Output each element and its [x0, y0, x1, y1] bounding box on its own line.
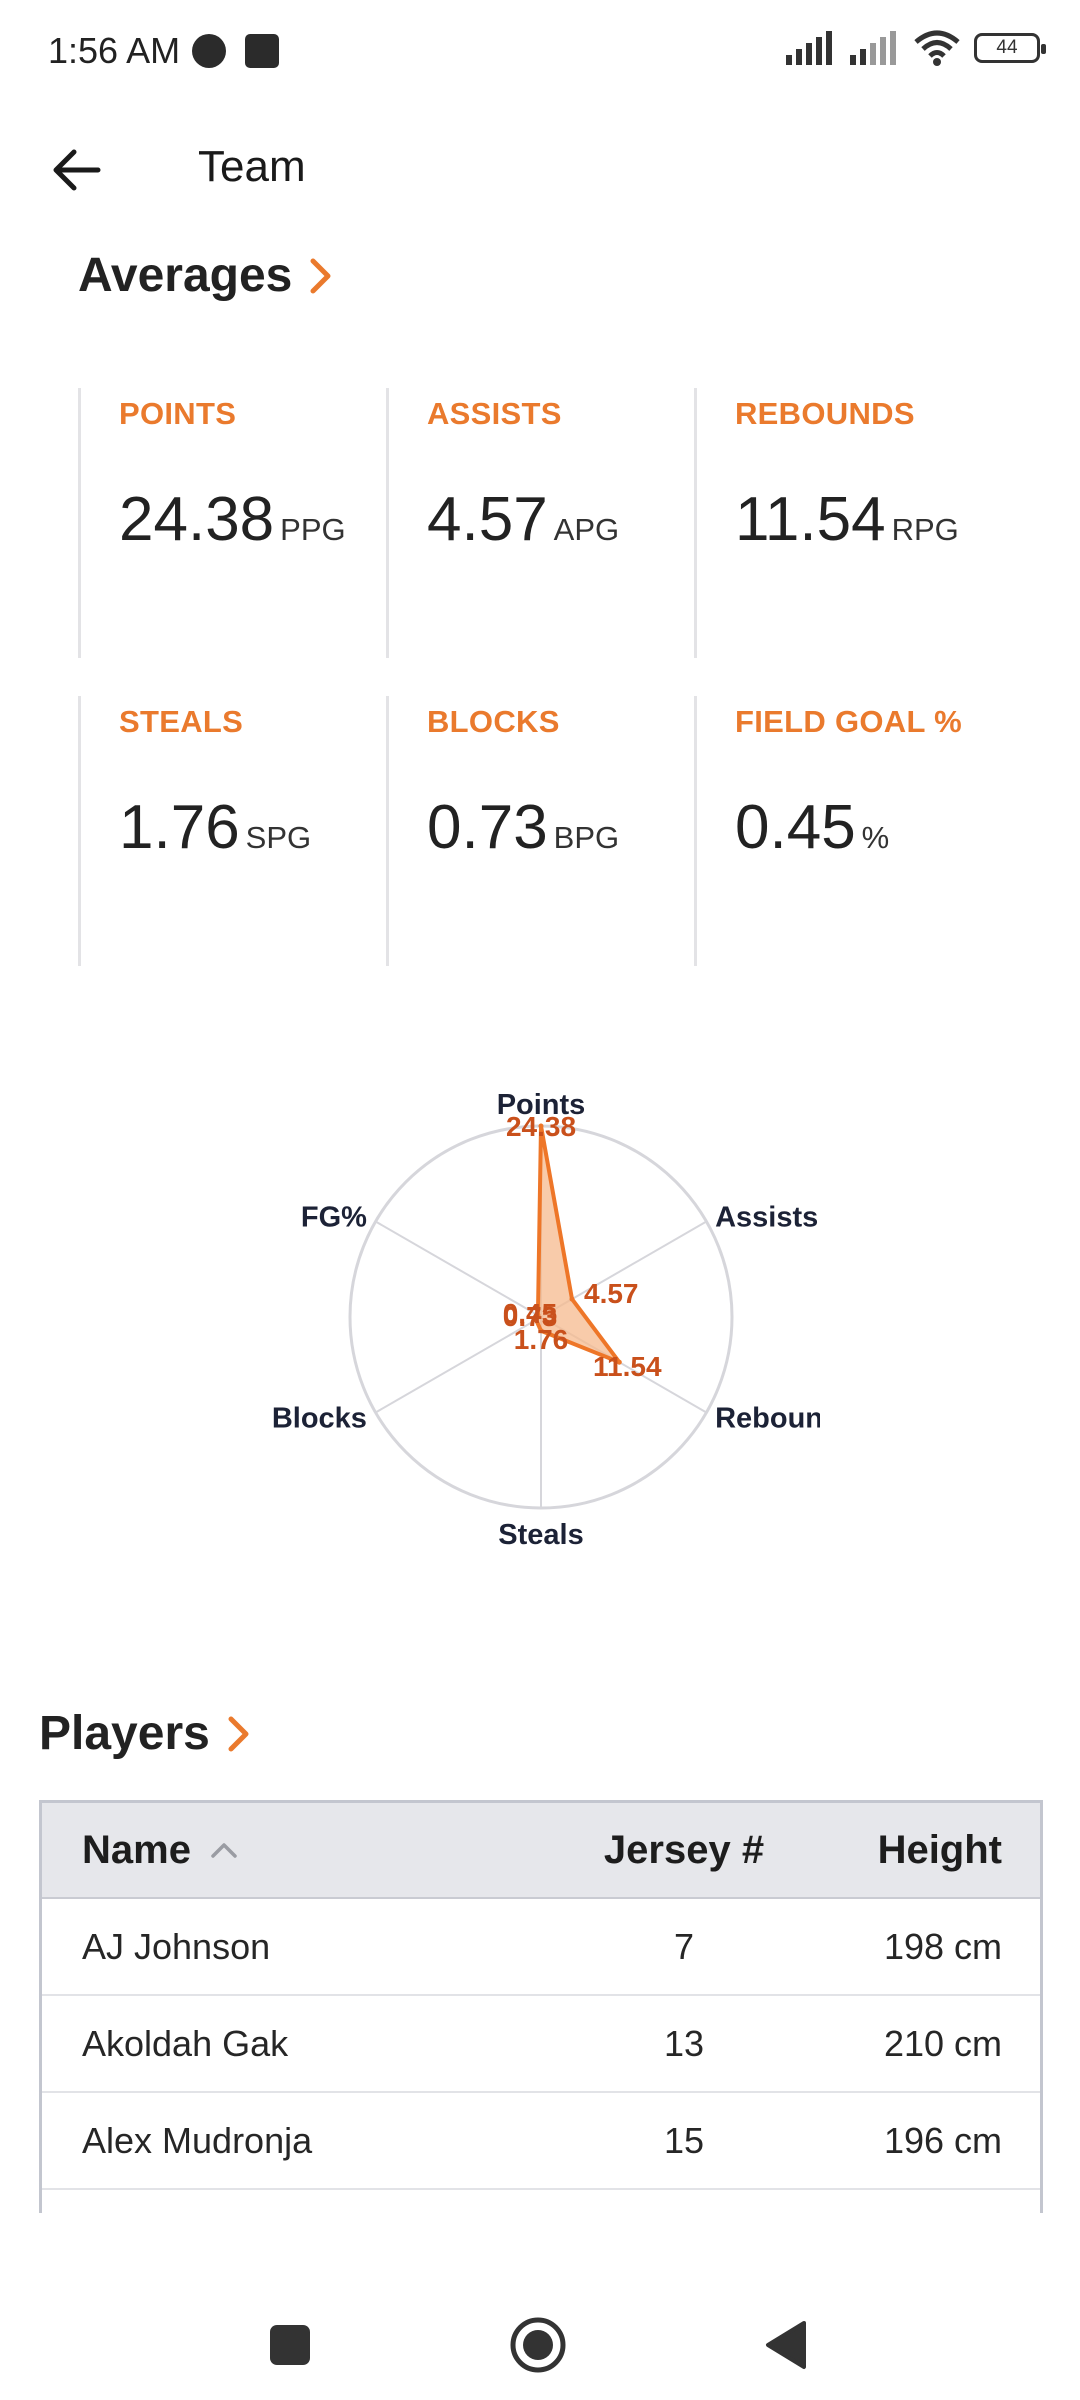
radar-value-label: 24.38 — [506, 1111, 576, 1142]
table-row-partial[interactable] — [42, 2190, 1040, 2213]
stat-field-goal: FIELD GOAL % 0.45% — [694, 696, 1002, 966]
radar-value-label: 1.76 — [514, 1324, 569, 1355]
radar-data-point — [616, 1359, 622, 1365]
players-table: Name Jersey # Height AJ Johnson 7 198 cm… — [39, 1800, 1043, 2213]
radar-value-label: 11.54 — [593, 1351, 662, 1382]
page-title: Team — [198, 142, 306, 191]
column-header-jersey[interactable]: Jersey # — [603, 1827, 765, 1872]
stat-blocks: BLOCKS 0.73 BPG — [386, 696, 694, 966]
system-nav-bar — [0, 2270, 1080, 2400]
radar-value-label: 0.73 — [503, 1301, 558, 1332]
stat-unit: RPG — [891, 512, 959, 547]
stat-value: 24.38 — [119, 485, 275, 554]
radar-axis-label: Steals — [498, 1519, 583, 1551]
stat-label: BLOCKS — [427, 704, 560, 739]
column-header-name[interactable]: Name — [42, 1828, 557, 1873]
player-height: 210 cm — [883, 2022, 1002, 2064]
stat-value: 0.73 — [427, 793, 548, 862]
averages-title: Averages — [78, 249, 293, 302]
stat-value: 11.54 — [735, 485, 886, 554]
stat-label: ASSISTS — [427, 396, 562, 431]
radar-data-point — [569, 1296, 575, 1302]
stat-value: 0.45 — [735, 793, 856, 862]
stat-unit: % — [861, 820, 890, 855]
radar-axis-line — [375, 1316, 542, 1414]
circle-icon — [510, 2317, 566, 2373]
stat-label: FIELD GOAL % — [735, 704, 962, 739]
signal-icon-2 — [850, 31, 896, 65]
status-bar: 1:56 AM 44 — [0, 0, 1080, 105]
radar-axis-label: Blocks — [272, 1403, 367, 1435]
player-name: AJ Johnson — [82, 1925, 271, 1967]
player-height: 196 cm — [883, 2119, 1002, 2161]
status-indicators: 44 — [786, 30, 1046, 66]
stat-label: POINTS — [119, 396, 237, 431]
players-header[interactable]: Players — [39, 1706, 252, 1761]
radar-axis-line — [375, 1220, 542, 1318]
square-icon — [270, 2325, 310, 2365]
radar-data-point — [535, 1312, 541, 1318]
radar-chart: Points Assists Reboun Steals Blocks FG% 24.38 4… — [240, 1080, 820, 1560]
chevron-right-icon — [310, 258, 331, 293]
stat-points: POINTS 24.38 PPG — [78, 388, 386, 658]
radar-data-point — [533, 1317, 539, 1323]
chevron-right-icon — [228, 1716, 249, 1751]
player-jersey: 7 — [673, 1925, 695, 1967]
stat-value: 1.76 — [119, 793, 240, 862]
stat-label: REBOUNDS — [735, 396, 915, 431]
radar-axis-label: Assists — [715, 1202, 818, 1234]
radar-data-point — [538, 1328, 544, 1334]
back-nav-button[interactable] — [750, 2310, 820, 2380]
averages-grid: POINTS 24.38 PPG ASSISTS 4.57 APG REBOUNDS… — [78, 388, 1008, 1004]
arrow-left-icon — [53, 149, 101, 191]
radar-axis-label: Points — [497, 1089, 586, 1121]
table-row[interactable]: Akoldah Gak 13 210 cm — [42, 1996, 1040, 2093]
upload-notification-icon — [245, 34, 279, 68]
player-name: Akoldah Gak — [82, 2022, 289, 2064]
radar-chart-svg: Points Assists Reboun Steals Blocks FG% 24.38 4… — [272, 1089, 820, 1551]
player-jersey: 13 — [663, 2022, 705, 2064]
wifi-icon — [914, 30, 960, 66]
home-button[interactable] — [503, 2310, 573, 2380]
stat-unit: PPG — [280, 512, 346, 547]
recents-button[interactable] — [255, 2310, 325, 2380]
app-bar: Team — [0, 120, 1080, 220]
stat-steals: STEALS 1.76 SPG — [78, 696, 386, 966]
averages-header[interactable]: Averages — [78, 248, 334, 303]
stat-rebounds: REBOUNDS 11.54 RPG — [694, 388, 1002, 658]
stat-unit: BPG — [553, 820, 620, 855]
stat-value: 4.57 — [427, 485, 548, 554]
column-header-height[interactable]: Height — [877, 1827, 1002, 1872]
stat-unit: SPG — [245, 820, 312, 855]
stat-label: STEALS — [119, 704, 244, 739]
table-row[interactable]: Alex Mudronja 15 196 cm — [42, 2093, 1040, 2190]
status-time: 1:56 AM — [48, 30, 181, 71]
triangle-left-icon — [766, 2321, 806, 2369]
battery-icon: 44 — [974, 33, 1046, 63]
radar-data-point — [538, 1123, 544, 1129]
table-row[interactable]: AJ Johnson 7 198 cm — [42, 1899, 1040, 1996]
radar-axis-label: Reboun — [715, 1403, 820, 1435]
radar-value-label: 4.57 — [584, 1278, 639, 1309]
back-button[interactable] — [40, 134, 112, 206]
stat-unit: APG — [553, 512, 620, 547]
column-name-label: Name — [82, 1827, 191, 1872]
player-name: Alex Mudronja — [82, 2119, 313, 2161]
app-notification-icon — [192, 34, 226, 68]
player-jersey: 15 — [663, 2119, 705, 2161]
chevron-up-icon — [211, 1843, 237, 1858]
player-height: 198 cm — [883, 1925, 1002, 1967]
signal-icon — [786, 31, 832, 65]
radar-axis-label: FG% — [301, 1202, 367, 1234]
radar-value-label: 0.45 — [503, 1298, 558, 1329]
players-title: Players — [39, 1707, 210, 1760]
table-header: Name Jersey # Height — [42, 1803, 1040, 1899]
stat-assists: ASSISTS 4.57 APG — [386, 388, 694, 658]
